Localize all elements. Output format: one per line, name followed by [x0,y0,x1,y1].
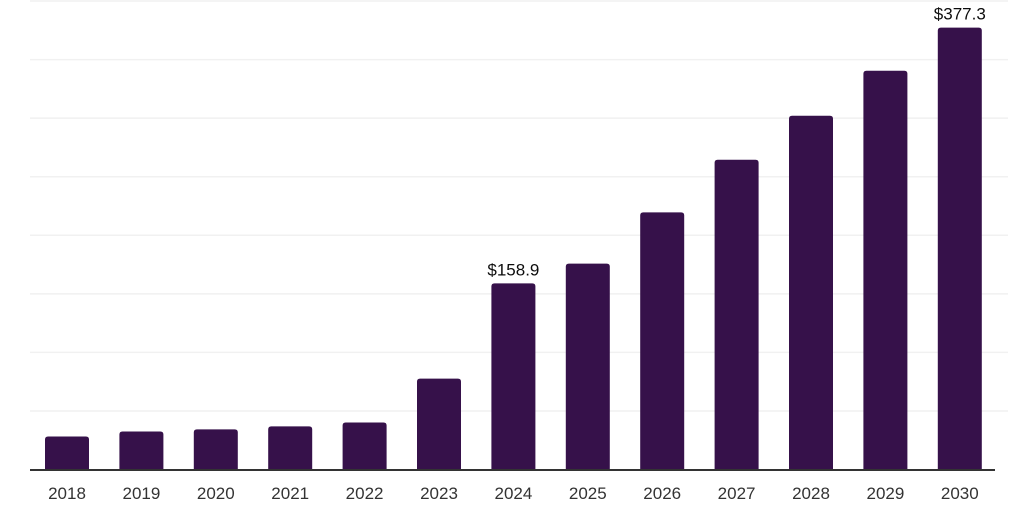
bar-2029 [863,70,908,470]
x-tick-label-2025: 2025 [569,484,607,503]
x-tick-label-2024: 2024 [494,484,532,503]
x-tick-label-2023: 2023 [420,484,458,503]
bar-2024 [491,283,536,470]
bar-2020 [193,429,238,470]
bar-2025 [565,263,610,470]
x-tick-label-2027: 2027 [718,484,756,503]
x-tick-label-2026: 2026 [643,484,681,503]
bar-2027 [714,159,759,470]
x-tick-label-2028: 2028 [792,484,830,503]
x-tick-label-2022: 2022 [346,484,384,503]
x-tick-label-2029: 2029 [866,484,904,503]
bar-2023 [417,378,461,470]
bar-2021 [268,426,313,470]
x-tick-label-2019: 2019 [122,484,160,503]
x-tick-label-2021: 2021 [271,484,309,503]
bar-2019 [119,431,164,470]
x-tick-label-2018: 2018 [48,484,86,503]
bar-2022 [342,422,387,470]
bar-2026 [640,212,685,470]
x-tick-label-2020: 2020 [197,484,235,503]
bar-2030 [937,27,982,470]
data-label-2030: $377.3 [934,5,986,24]
bar-2028 [789,115,833,470]
bar-2018 [45,436,89,470]
data-label-2024: $158.9 [487,260,539,279]
x-tick-label-2030: 2030 [941,484,979,503]
